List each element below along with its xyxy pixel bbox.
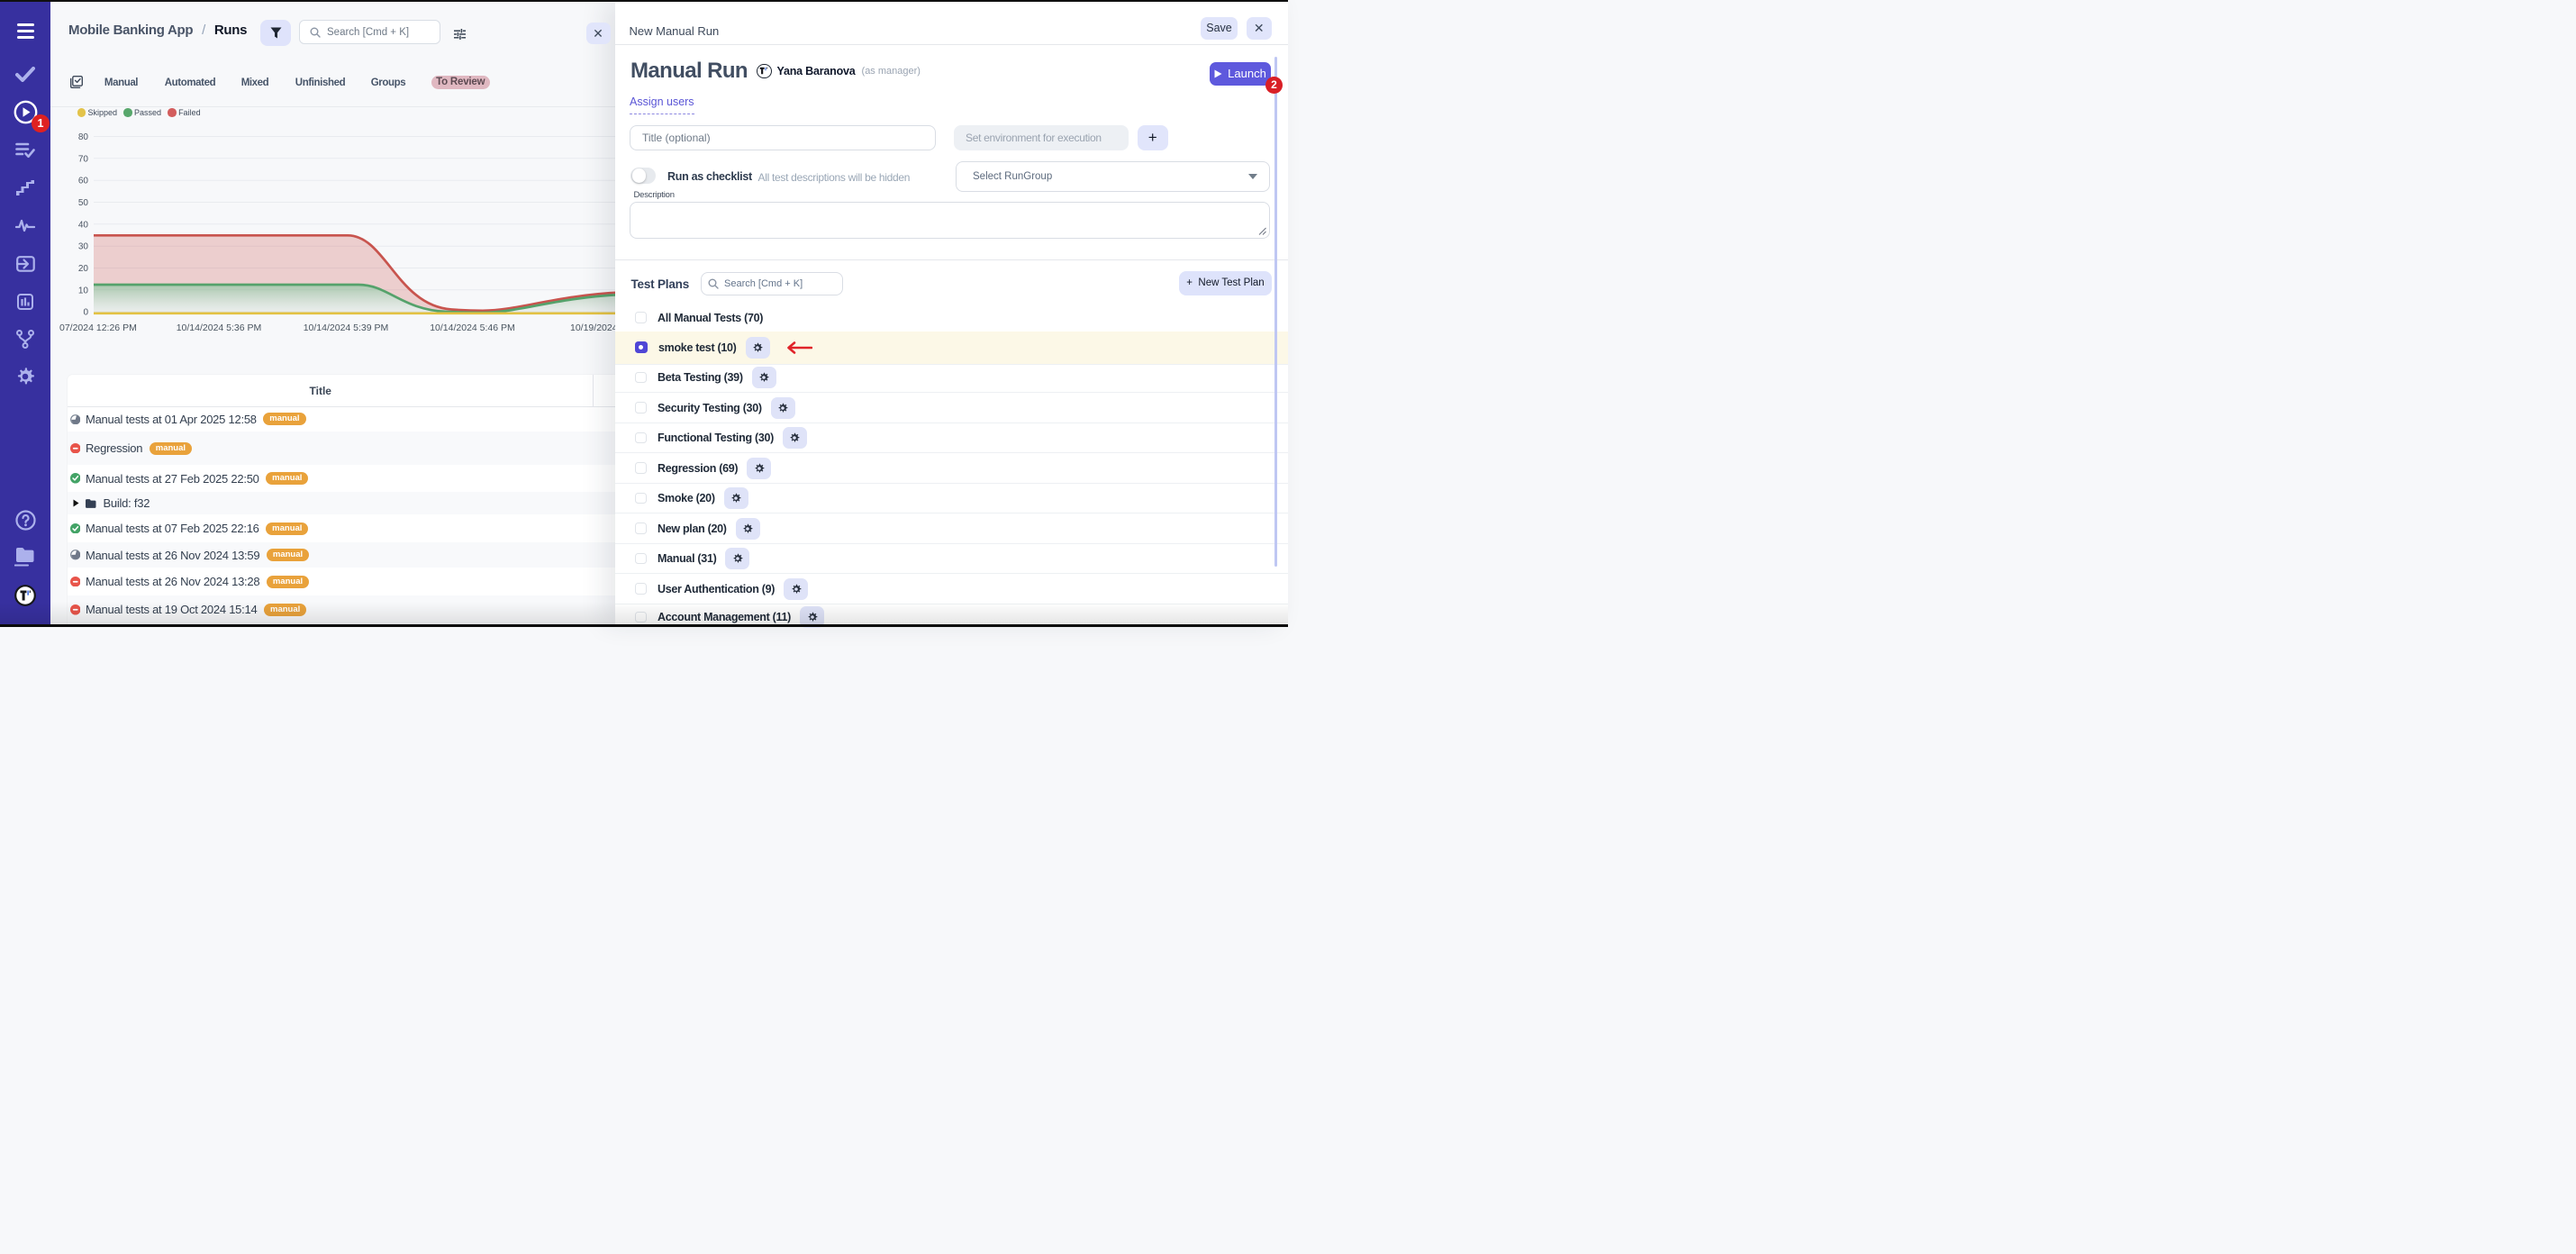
svg-text:10: 10 xyxy=(78,286,89,295)
svg-text:10/14/2024 5:46 PM: 10/14/2024 5:46 PM xyxy=(430,323,515,333)
svg-text:20: 20 xyxy=(78,264,89,274)
svg-text:10/14/2024 5:36 PM: 10/14/2024 5:36 PM xyxy=(177,323,262,333)
svg-text:70: 70 xyxy=(78,154,89,164)
svg-text:80: 80 xyxy=(78,132,89,142)
svg-text:50: 50 xyxy=(78,198,89,208)
svg-text:40: 40 xyxy=(78,220,89,230)
svg-text:10/14/2024 5:39 PM: 10/14/2024 5:39 PM xyxy=(304,323,389,333)
svg-text:60: 60 xyxy=(78,177,89,186)
svg-text:30: 30 xyxy=(78,242,89,252)
svg-text:0: 0 xyxy=(83,308,88,318)
svg-text:07/2024 12:26 PM: 07/2024 12:26 PM xyxy=(59,323,137,333)
svg-text:10/19/2024 5: 10/19/2024 5 xyxy=(570,323,625,333)
